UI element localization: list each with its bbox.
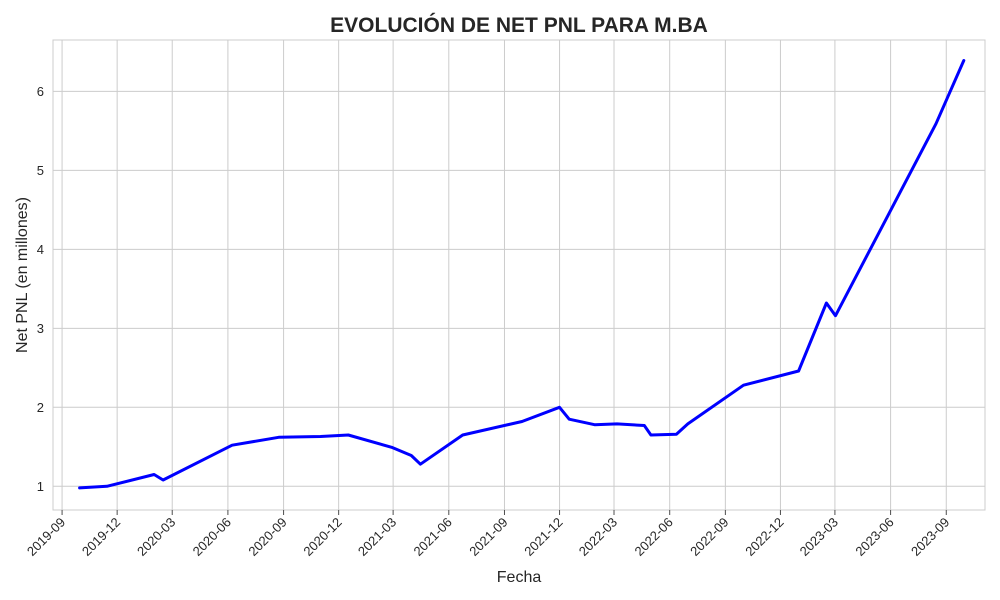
y-tick-labels: 1 2 3 4 5 6	[37, 84, 44, 494]
x-tick-label: 2022-06	[631, 515, 675, 559]
x-tick-label: 2019-09	[24, 515, 68, 559]
y-tick-label: 4	[37, 242, 44, 257]
x-tick-label: 2020-03	[134, 515, 178, 559]
x-tick-label: 2022-03	[576, 515, 620, 559]
x-tick-label: 2020-09	[245, 515, 289, 559]
horizontal-gridlines	[53, 90, 985, 487]
y-tick-label: 5	[37, 163, 44, 178]
x-axis-title: Fecha	[497, 569, 542, 586]
chart-title: EVOLUCIÓN DE NET PNL PARA M.BA	[330, 13, 708, 37]
series-layer	[78, 59, 966, 490]
x-tick-label: 2021-06	[411, 515, 455, 559]
vertical-gridlines	[61, 40, 947, 510]
x-tick-label: 2022-12	[742, 515, 786, 559]
plot-area	[53, 40, 985, 510]
y-tick-label: 1	[37, 479, 44, 494]
x-tick-label: 2020-06	[190, 515, 234, 559]
x-tick-label: 2023-06	[852, 515, 896, 559]
x-tick-label: 2022-09	[687, 515, 731, 559]
y-tick-label: 2	[37, 400, 44, 415]
x-tick-label: 2021-03	[355, 515, 399, 559]
x-tick-label: 2020-12	[300, 515, 344, 559]
plot-frame	[52, 39, 986, 511]
x-tick-label: 2021-09	[466, 515, 510, 559]
y-tick-label: 3	[37, 321, 44, 336]
x-tick-label: 2023-09	[908, 515, 952, 559]
y-axis-title: Net PNL (en millones)	[14, 197, 31, 353]
x-tick-label: 2023-03	[797, 515, 841, 559]
series-line-0	[78, 59, 966, 490]
x-tick-labels: 2019-09 2019-12 2020-03 2020-06 2020-09 2020-…	[24, 510, 952, 559]
x-tick-label: 2021-12	[521, 515, 565, 559]
x-tick-label: 2019-12	[79, 515, 123, 559]
y-tick-label: 6	[37, 84, 44, 99]
